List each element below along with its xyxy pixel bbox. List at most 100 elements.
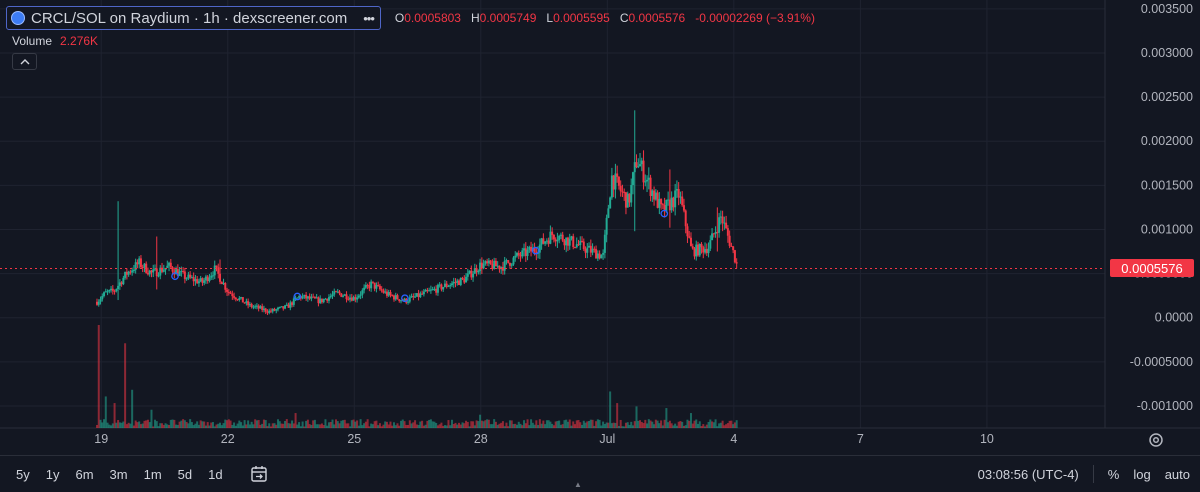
volume-bar: [537, 425, 540, 428]
volume-bar: [319, 424, 322, 428]
volume-bar: [115, 422, 118, 428]
candle-body: [241, 297, 244, 303]
candle-body: [308, 296, 311, 299]
candle-body: [670, 197, 673, 211]
more-options-icon[interactable]: •••: [363, 10, 375, 26]
candle-body: [563, 240, 566, 246]
volume-bar: [468, 426, 471, 428]
volume-bar: [563, 420, 566, 428]
candle-body: [707, 248, 710, 254]
volume-bar: [196, 421, 199, 428]
volume-bar: [349, 426, 352, 428]
candle-body: [403, 298, 406, 301]
volume-bar: [640, 421, 643, 428]
candle-body: [278, 306, 281, 308]
calendar-range-icon[interactable]: [249, 464, 269, 484]
candle-body: [644, 181, 647, 183]
volume-bar: [665, 408, 668, 428]
volume-bar: [697, 423, 700, 428]
volume-bar: [233, 422, 236, 428]
volume-bar: [410, 423, 413, 428]
event-marker: [531, 246, 540, 255]
candle-body: [684, 210, 687, 227]
candle-body: [549, 231, 552, 244]
candle-body: [472, 273, 475, 278]
y-tick-label: 0.003500: [1141, 2, 1193, 16]
candle-body: [523, 248, 526, 251]
range-1d-button[interactable]: 1d: [208, 466, 223, 482]
range-5d-button[interactable]: 5d: [177, 466, 193, 482]
clock-display[interactable]: 03:08:56 (UTC-4): [977, 466, 1079, 482]
candle-body: [631, 172, 634, 186]
candle-body: [435, 288, 438, 293]
volume-bar: [637, 420, 640, 428]
volume-bar: [326, 425, 329, 428]
volume-bar: [96, 424, 99, 428]
volume-bar: [426, 420, 429, 428]
volume-bar: [350, 420, 353, 428]
volume-bar: [705, 424, 708, 428]
range-buttons: 5y 1y 6m 3m 1m 5d 1d: [8, 462, 231, 486]
price-chart[interactable]: 0.003500 0.003000 0.002500 0.002000 0.001500…: [0, 0, 1200, 455]
range-5y-button[interactable]: 5y: [16, 466, 30, 482]
candle-body: [224, 283, 227, 290]
volume-bar: [327, 422, 330, 428]
volume-bar: [559, 424, 562, 428]
volume-bar: [368, 426, 371, 428]
symbol-title: CRCL/SOL on Raydium · 1h · dexscreener.c…: [31, 9, 348, 27]
candle-body: [505, 260, 508, 262]
gear-icon[interactable]: [1147, 431, 1165, 449]
auto-scale-toggle[interactable]: auto: [1164, 466, 1190, 482]
volume-bar: [635, 406, 638, 428]
volume-bar: [443, 425, 446, 428]
candle-body: [336, 291, 339, 293]
candle-body: [127, 271, 130, 275]
volume-bar: [491, 424, 494, 428]
volume-bar: [607, 422, 610, 428]
collapse-legend-button[interactable]: [12, 53, 37, 70]
candle-body: [468, 270, 471, 274]
candle-body: [96, 301, 99, 305]
candle-body: [688, 236, 691, 238]
candle-body: [519, 255, 522, 257]
volume-bar: [452, 424, 455, 428]
y-tick-label: 0.001000: [1141, 222, 1193, 236]
range-3m-button[interactable]: 3m: [109, 466, 128, 482]
symbol-selector[interactable]: CRCL/SOL on Raydium · 1h · dexscreener.c…: [6, 6, 381, 30]
volume-bar: [391, 425, 394, 428]
volume-bar: [436, 425, 439, 428]
log-scale-toggle[interactable]: log: [1133, 466, 1151, 482]
volume-bar: [210, 422, 213, 428]
candle-body: [178, 271, 181, 276]
volume-bar: [157, 426, 160, 428]
volume-bar: [357, 425, 360, 428]
candle-body: [226, 289, 229, 292]
volume-bar: [540, 423, 543, 428]
volume-bar: [733, 422, 736, 428]
resize-handle-icon[interactable]: ▲: [574, 480, 582, 489]
volume-bar: [373, 421, 376, 428]
x-axis[interactable]: 19 22 25 28 Jul 4 7 10: [94, 432, 994, 446]
range-6m-button[interactable]: 6m: [75, 466, 94, 482]
candle-body: [614, 173, 617, 190]
candle-body: [600, 254, 603, 259]
volume-bar: [584, 422, 587, 428]
candle-body: [730, 245, 733, 247]
volume-bar: [440, 422, 443, 428]
volume-bar: [484, 420, 487, 428]
volume-bar: [572, 421, 575, 428]
percent-scale-toggle[interactable]: %: [1107, 466, 1120, 482]
range-1y-button[interactable]: 1y: [45, 466, 60, 482]
range-1m-button[interactable]: 1m: [143, 466, 162, 482]
candle-body: [716, 232, 719, 234]
volume-bar: [377, 425, 380, 428]
candle-body: [702, 247, 705, 253]
candle-body: [640, 160, 643, 165]
candle-body: [187, 274, 190, 279]
candle-body: [118, 282, 121, 286]
candle-body: [219, 273, 222, 282]
y-axis[interactable]: 0.003500 0.003000 0.002500 0.002000 0.001500…: [1130, 2, 1193, 413]
candle-body: [545, 240, 548, 242]
volume-bar: [521, 425, 524, 428]
